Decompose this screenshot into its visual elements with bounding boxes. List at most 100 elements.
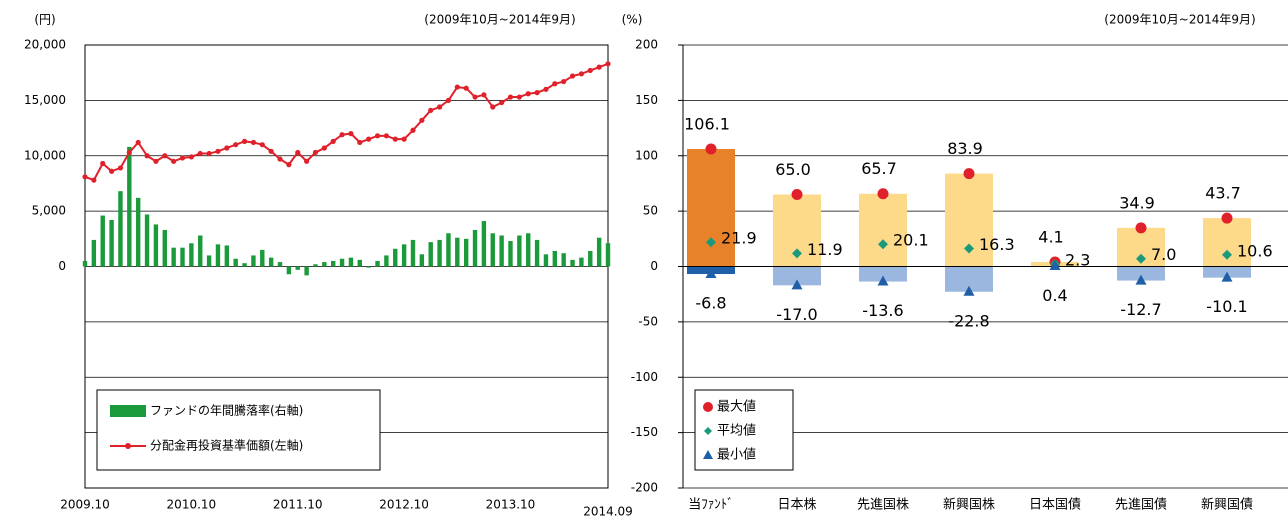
min-label: -22.8 bbox=[948, 311, 989, 330]
line-point bbox=[507, 94, 514, 100]
range-bar-up bbox=[859, 193, 907, 267]
range-bar-up bbox=[687, 148, 735, 267]
bar bbox=[401, 244, 407, 267]
bar bbox=[508, 241, 513, 267]
y2-tick-label: -150 bbox=[631, 425, 658, 439]
min-point bbox=[963, 285, 975, 296]
line-point bbox=[428, 107, 434, 113]
bar bbox=[286, 266, 292, 275]
avg-point bbox=[706, 237, 716, 248]
bar bbox=[331, 260, 336, 267]
bar bbox=[118, 191, 123, 267]
bar bbox=[472, 229, 478, 267]
bar bbox=[171, 247, 176, 267]
max-label: 65.7 bbox=[861, 159, 897, 178]
x-tick-label: 先進国債 bbox=[1115, 498, 1167, 513]
legend-swatch bbox=[125, 443, 131, 449]
line-point bbox=[587, 67, 593, 74]
bar bbox=[91, 239, 97, 267]
bar bbox=[322, 262, 327, 267]
bar bbox=[144, 214, 150, 267]
legend-swatch bbox=[703, 402, 713, 412]
line-point bbox=[91, 177, 97, 183]
bar bbox=[428, 242, 433, 267]
bar bbox=[463, 238, 469, 267]
bar bbox=[410, 239, 416, 267]
bar bbox=[268, 257, 274, 267]
line-point bbox=[339, 132, 345, 138]
y-tick-label: 20,000 bbox=[24, 38, 66, 52]
line-point bbox=[366, 136, 372, 142]
line-point bbox=[436, 104, 443, 110]
y2-tick-label: 50 bbox=[643, 204, 658, 218]
max-label: 83.9 bbox=[947, 139, 983, 158]
avg-point bbox=[964, 243, 974, 254]
bar bbox=[393, 248, 398, 267]
line-point bbox=[490, 104, 496, 110]
line-point bbox=[578, 71, 585, 77]
y2-tick-label: 150 bbox=[635, 93, 658, 107]
bar bbox=[579, 257, 584, 267]
max-label: 106.1 bbox=[684, 114, 730, 133]
bar bbox=[251, 255, 256, 267]
legend-swatch bbox=[703, 450, 713, 459]
line-point bbox=[144, 153, 150, 159]
bar bbox=[526, 233, 531, 267]
legend-label: ファンドの年間騰落率(右軸) bbox=[150, 403, 303, 418]
bar bbox=[490, 233, 495, 267]
bar bbox=[233, 258, 238, 267]
bar bbox=[499, 235, 504, 267]
line-point bbox=[188, 154, 194, 160]
x-tick-label: 2013.10 bbox=[486, 498, 536, 512]
legend-swatch bbox=[704, 427, 712, 435]
bar bbox=[242, 263, 247, 267]
bar bbox=[375, 260, 380, 267]
bar bbox=[180, 247, 185, 267]
legend-label: 最大値 bbox=[717, 399, 756, 415]
x-tick-label: 当ﾌｧﾝﾄﾞ bbox=[688, 498, 734, 513]
line-point bbox=[179, 155, 186, 161]
legend-swatch bbox=[110, 405, 146, 417]
line-point bbox=[286, 162, 292, 168]
avg-point bbox=[792, 248, 802, 259]
line-point bbox=[499, 99, 505, 106]
line-point bbox=[153, 158, 159, 164]
bar bbox=[534, 239, 540, 267]
x-tick-label: 日本株 bbox=[777, 498, 816, 513]
x-tick-label: 2009.10 bbox=[60, 498, 110, 512]
bar bbox=[455, 237, 460, 267]
bar bbox=[517, 235, 522, 267]
range-bar-down bbox=[859, 266, 907, 282]
max-label: 65.0 bbox=[775, 160, 811, 179]
line-point bbox=[534, 90, 540, 96]
line-point bbox=[304, 158, 310, 164]
line-point bbox=[481, 92, 487, 98]
period: (2009年10月~2014年9月) bbox=[424, 13, 575, 27]
line-point bbox=[206, 150, 212, 157]
min-label: -12.7 bbox=[1120, 300, 1161, 319]
bar bbox=[295, 266, 300, 270]
line-point bbox=[162, 153, 168, 159]
min-point bbox=[1135, 274, 1147, 285]
bar bbox=[552, 250, 558, 267]
y-tick-label: 10,000 bbox=[24, 148, 66, 162]
line-point bbox=[525, 91, 531, 97]
max-point bbox=[791, 189, 803, 201]
line-point bbox=[171, 158, 177, 164]
bar bbox=[588, 250, 593, 267]
avg-label: 21.9 bbox=[721, 229, 757, 248]
bar bbox=[215, 244, 221, 267]
max-point bbox=[705, 143, 717, 155]
bar bbox=[189, 243, 194, 267]
max-point bbox=[877, 188, 889, 200]
max-point bbox=[1135, 222, 1147, 234]
line-point bbox=[383, 133, 389, 139]
line-point bbox=[100, 160, 106, 167]
line-point bbox=[374, 133, 381, 139]
bar bbox=[419, 254, 425, 267]
range-bar-down bbox=[1117, 266, 1165, 281]
bar bbox=[135, 197, 141, 267]
min-label: -10.1 bbox=[1206, 297, 1247, 316]
line-point bbox=[348, 131, 354, 137]
